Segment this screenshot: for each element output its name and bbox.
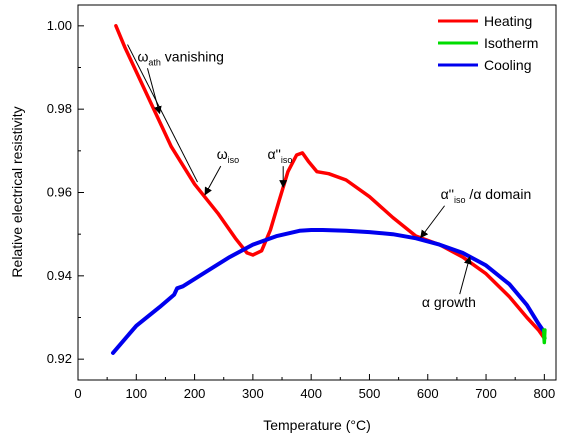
- series-line-cooling: [111, 228, 547, 355]
- y-tick-label: 0.92: [47, 351, 72, 366]
- x-tick-label: 400: [300, 386, 322, 401]
- series-line-isotherm: [542, 328, 547, 345]
- annotation-layer: ωath vanishing ωiso α''iso α''iso /α domain…: [137, 48, 531, 310]
- x-tick-label: 500: [359, 386, 381, 401]
- y-axis-title: Relative electrical resistivity: [9, 106, 25, 277]
- legend: Heating Isotherm Cooling: [430, 8, 554, 74]
- annotation-arrow: [420, 205, 445, 239]
- x-tick-label: 800: [533, 386, 555, 401]
- legend-label-heating: Heating: [484, 13, 532, 29]
- annotation-label: α growth: [422, 294, 476, 310]
- legend-label-cooling: Cooling: [484, 57, 531, 73]
- legend-box: [430, 8, 554, 74]
- x-tick-label: 200: [184, 386, 206, 401]
- x-tick-label: 700: [475, 386, 497, 401]
- x-tick-label: 300: [242, 386, 264, 401]
- y-axis: 0.92 0.94 0.96 0.98 1.00: [47, 18, 84, 366]
- x-tick-label: 600: [417, 386, 439, 401]
- tangent-guide-line: [127, 44, 198, 183]
- annotation-arrow: [204, 165, 222, 196]
- annotation-label: α''iso: [267, 146, 292, 165]
- x-tick-label: 0: [74, 386, 81, 401]
- annotation-label: α''iso /α domain: [441, 186, 532, 205]
- y-tick-label: 1.00: [47, 18, 72, 33]
- annotation-arrow: [459, 256, 472, 295]
- x-axis-title: Temperature (°C): [263, 417, 371, 433]
- annotation-label: ωath vanishing: [137, 48, 224, 67]
- x-axis: 0 100 200 300 400 500 600 700 800: [74, 374, 555, 401]
- legend-label-isotherm: Isotherm: [484, 35, 538, 51]
- annotation-label: ωiso: [217, 146, 239, 165]
- y-tick-label: 0.98: [47, 101, 72, 116]
- annotation-arrow: [146, 68, 162, 115]
- y-tick-label: 0.94: [47, 268, 72, 283]
- y-tick-label: 0.96: [47, 185, 72, 200]
- x-tick-label: 100: [125, 386, 147, 401]
